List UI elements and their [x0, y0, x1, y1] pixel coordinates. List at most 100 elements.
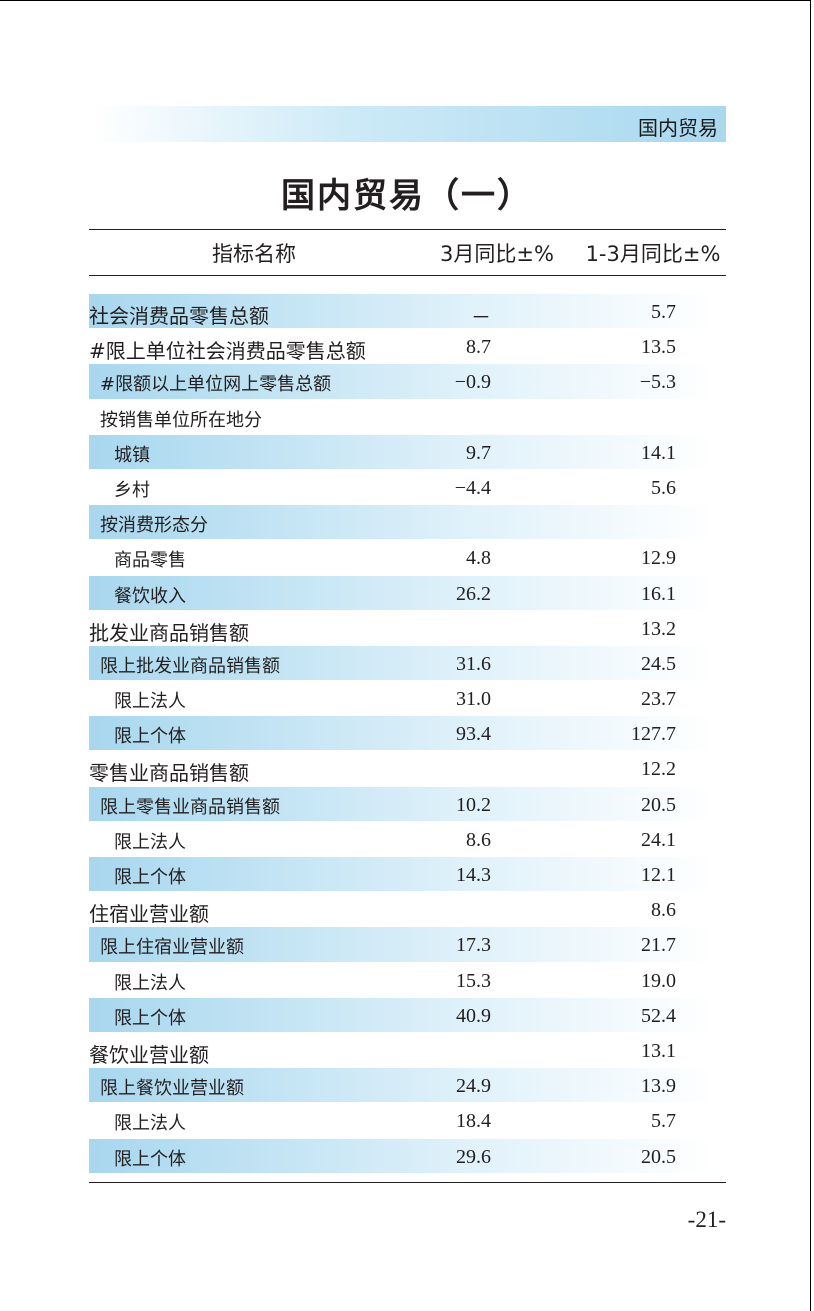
value-march-yoy: 14.3	[456, 864, 491, 886]
row-label: 限上法人	[114, 831, 186, 853]
table-row: 限上个体 14.3 12.1	[89, 857, 726, 892]
table-bottom-rule	[89, 1182, 726, 1183]
row-label: 零售业商品销售额	[89, 761, 249, 786]
table-row: 按销售单位所在地分	[89, 400, 726, 435]
table-row: #限上单位社会消费品零售总额 8.7 13.5	[89, 329, 726, 364]
column-header-jan-mar-yoy: 1-3月同比±%	[585, 242, 721, 266]
value-march-yoy: 9.7	[466, 441, 491, 464]
value-jan-mar-yoy: −5.3	[639, 371, 676, 394]
table-row: 限上个体 29.6 20.5	[89, 1138, 726, 1174]
value-march-yoy: －	[471, 307, 491, 329]
row-label: 限上法人	[114, 1113, 186, 1135]
value-march-yoy: 15.3	[456, 969, 491, 992]
table-header: 指标名称 3月同比±% 1-3月同比±%	[89, 230, 726, 275]
value-jan-mar-yoy: 12.9	[641, 547, 676, 570]
row-label: 按销售单位所在地分	[100, 409, 262, 431]
value-march-yoy: 8.6	[466, 828, 491, 851]
column-header-indicator: 指标名称	[212, 242, 296, 266]
value-jan-mar-yoy: 14.1	[641, 441, 676, 464]
table-row: 零售业商品销售额 12.2	[89, 751, 726, 786]
row-label: 限上零售业商品销售额	[100, 796, 280, 818]
value-jan-mar-yoy: 19.0	[641, 969, 676, 992]
value-march-yoy: 40.9	[456, 1004, 491, 1027]
value-jan-mar-yoy: 12.2	[641, 758, 676, 781]
value-jan-mar-yoy: 13.2	[641, 617, 676, 640]
row-label: 住宿业营业额	[89, 902, 209, 927]
row-label: 限上餐饮业营业额	[100, 1078, 244, 1100]
value-jan-mar-yoy: 13.5	[641, 336, 676, 359]
table-header-rule	[89, 275, 726, 276]
page-number: -21-	[687, 1207, 726, 1232]
table-row: 商品零售 4.8 12.9	[89, 540, 726, 575]
table-row: 住宿业营业额 8.6	[89, 892, 726, 927]
page-border-top	[0, 0, 810, 1]
value-march-yoy: 29.6	[456, 1145, 491, 1168]
table-row: 乡村 −4.4 5.6	[89, 470, 726, 505]
row-label: #限额以上单位网上零售总额	[100, 374, 332, 396]
table-row: 限上法人 8.6 24.1	[89, 822, 726, 857]
row-label: 餐饮收入	[114, 585, 186, 607]
value-march-yoy: 93.4	[456, 723, 491, 746]
table-row: 限上批发业商品销售额 31.6 24.5	[89, 645, 726, 681]
table-row: 餐饮收入 26.2 16.1	[89, 575, 726, 611]
table-top-rule	[89, 229, 726, 230]
table-row: 社会消费品零售总额 － 5.7	[89, 294, 726, 329]
row-label: 商品零售	[114, 550, 186, 572]
value-jan-mar-yoy: 5.6	[651, 476, 676, 499]
value-jan-mar-yoy: 127.7	[631, 723, 676, 746]
value-jan-mar-yoy: 20.5	[641, 1145, 676, 1168]
table-row: 批发业商品销售额 13.2	[89, 611, 726, 646]
value-march-yoy: −4.4	[454, 476, 491, 499]
value-march-yoy: 8.7	[466, 336, 491, 359]
value-jan-mar-yoy: 24.1	[641, 828, 676, 851]
table-row: 限上法人 15.3 19.0	[89, 963, 726, 998]
value-jan-mar-yoy: 8.6	[651, 899, 676, 922]
value-jan-mar-yoy: 13.1	[641, 1039, 676, 1062]
row-label: #限上单位社会消费品零售总额	[89, 339, 366, 364]
table-row: 按消费形态分	[89, 505, 726, 540]
table-row: #限额以上单位网上零售总额 −0.9 −5.3	[89, 364, 726, 399]
value-march-yoy: 18.4	[456, 1110, 491, 1133]
row-label: 餐饮业营业额	[89, 1042, 209, 1067]
row-label: 城镇	[114, 444, 150, 466]
table-row: 限上个体 93.4 127.7	[89, 716, 726, 751]
row-label: 按消费形态分	[100, 515, 208, 537]
row-label: 限上批发业商品销售额	[100, 655, 280, 677]
column-header-march-yoy: 3月同比±%	[440, 242, 554, 266]
value-march-yoy: 24.9	[456, 1075, 491, 1098]
row-label: 乡村	[114, 479, 150, 501]
row-label: 限上住宿业营业额	[100, 937, 244, 959]
value-jan-mar-yoy: 21.7	[641, 934, 676, 957]
value-jan-mar-yoy: 12.1	[641, 864, 676, 886]
value-march-yoy: 4.8	[466, 547, 491, 570]
row-label: 限上个体	[114, 1148, 186, 1170]
section-label: 国内贸易	[638, 116, 718, 140]
value-march-yoy: 17.3	[456, 934, 491, 957]
row-label: 限上个体	[114, 726, 186, 748]
value-march-yoy: 10.2	[456, 793, 491, 816]
value-jan-mar-yoy: 23.7	[641, 688, 676, 711]
row-label: 限上法人	[114, 972, 186, 994]
row-label: 社会消费品零售总额	[89, 304, 269, 328]
section-header-band: 国内贸易	[92, 106, 726, 142]
row-label: 限上个体	[114, 1007, 186, 1029]
table-row: 限上零售业商品销售额 10.2 20.5	[89, 786, 726, 822]
table-row: 限上法人 31.0 23.7	[89, 681, 726, 716]
table-row: 限上法人 18.4 5.7	[89, 1103, 726, 1138]
page-title: 国内贸易（一）	[281, 176, 533, 216]
table-body: 社会消费品零售总额 － 5.7 #限上单位社会消费品零售总额 8.7 13.5 #限额以上单…	[89, 294, 726, 1174]
row-label: 限上个体	[114, 867, 186, 888]
value-jan-mar-yoy: 13.9	[641, 1075, 676, 1098]
table-row: 限上住宿业营业额 17.3 21.7	[89, 927, 726, 962]
value-march-yoy: 31.6	[456, 652, 491, 675]
row-label: 限上法人	[114, 691, 186, 713]
value-march-yoy: −0.9	[454, 371, 491, 394]
value-march-yoy: 31.0	[456, 688, 491, 711]
table-row: 餐饮业营业额 13.1	[89, 1033, 726, 1068]
table-row: 城镇 9.7 14.1	[89, 434, 726, 470]
value-jan-mar-yoy: 16.1	[641, 582, 676, 605]
page-border-right	[810, 0, 811, 1311]
value-jan-mar-yoy: 20.5	[641, 793, 676, 816]
table-row: 限上个体 40.9 52.4	[89, 997, 726, 1033]
value-jan-mar-yoy: 24.5	[641, 652, 676, 675]
